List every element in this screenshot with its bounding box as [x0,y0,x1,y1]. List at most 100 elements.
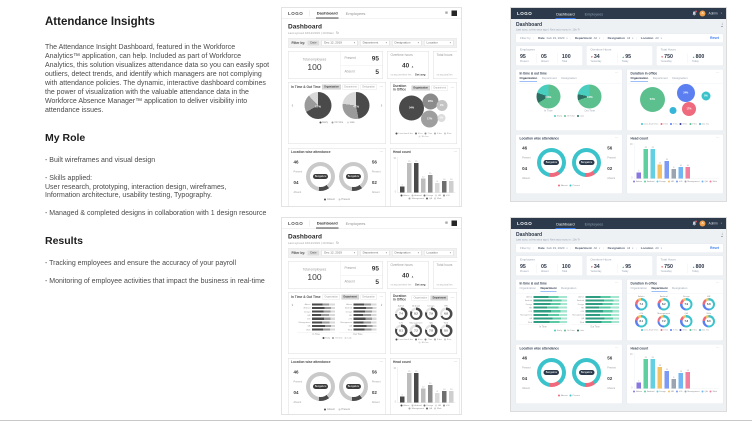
legend-item: Early [322,336,330,339]
bell-icon [692,220,698,226]
gauge-ring: 8.2 [409,307,423,320]
gauge-value: 7.2 [411,326,420,335]
gauge: Web 8.0 [439,322,453,337]
more-options-icon: ⋯ [379,150,384,154]
tab-designation: Designation [360,294,377,300]
last-sync-text: Last sync: a few secs ago | Next auto sy… [516,28,580,32]
legend-dot [338,198,341,201]
bar-value: 5 [638,169,640,172]
legend-item: Early [554,329,562,331]
hbar-row: Android [571,299,619,302]
bubble: 9% [436,100,448,112]
hbar-row: Admin [297,303,335,306]
bubble [669,106,677,114]
overtime-hours-card: Overtime Hours ▼34 Yesterday ▲95 Today [586,46,653,66]
hbar-segment [533,310,551,313]
hbar-label: iOS [528,309,532,313]
hbar-segment [324,324,331,327]
bar-value: 15 [665,367,668,371]
download-icon: ↓ [721,231,723,237]
bar [435,182,440,193]
hbar-row: Admin [571,295,619,298]
location-attendance-card: Location wise attendance ⋯ 46 Present 04 Ab… [516,134,622,194]
legend-item: Android [411,404,422,407]
hbar-segment [353,317,366,320]
trend-up-icon: ▲ [621,266,625,269]
bar [678,166,684,179]
date-select: Date Feb 19, 2020 ▾ [533,36,568,40]
download-icon: ↓ [721,21,723,27]
yesterday-cell: ▼750 Yesterday [660,53,673,64]
refresh-icon: ↻ [335,31,339,36]
gauge-ring: 8.0 [439,324,453,337]
legend-item: QA [425,407,432,410]
bar [664,160,670,179]
hbar-segment [533,295,549,298]
filter-bar: Filter by: Date Dec 12, 2019 ▾ Department… [288,248,457,258]
gauge-value: 8.2 [659,300,668,309]
charts-row-1: In time & out time ⋯ Organization Departm… [516,69,723,131]
bar-column: 12 [421,157,426,193]
bar-value: 25 [408,370,411,373]
legend-dot [701,180,704,183]
wire-header: Dashboard Last synced 16/12/2019 | 10:00… [282,19,461,37]
chevron-down-icon: ▾ [353,41,356,45]
legend-item: iOS [675,180,682,183]
department-select: Department ▾ [360,40,390,46]
legend-dot [443,404,446,407]
hbar-segment [585,295,601,298]
more-options-icon: ⋯ [716,136,720,141]
bar-column: 8 [435,157,440,193]
hbar-label: QA [307,324,311,328]
styled-dashboard-v2-thumbnail[interactable]: LOGO Dashboard Employees A Admin ▾ Dashb… [510,217,727,412]
more-options-icon: ⋯ [379,85,384,89]
hbar-segment [311,303,323,306]
bar [671,168,677,179]
legend-item: 7 hrs [424,338,432,341]
more-options-icon: ⋯ [716,71,720,76]
wireframe-dashboard-v1-thumbnail[interactable]: LOGO Dashboard Employees ≡ Dashboard Las… [281,7,462,207]
hbar-label: iOS [348,317,352,320]
hbar-row: iOS [571,310,619,312]
wireframe-dashboard-v2-thumbnail[interactable]: LOGO Dashboard Employees ≡ Dashboard Las… [281,217,462,415]
gauge: QA 7.8 [424,322,438,337]
legend-dot [558,184,561,187]
legend-item: Late [344,336,352,339]
logo: LOGO [288,220,304,226]
legend-dot [423,194,426,197]
duration-in-office-card: Duration in Office Organization Departme… [390,292,457,354]
legend-dot [434,338,437,341]
out-time-pie: 47% [342,92,370,119]
head-count-legend: Admin Android Design HR iOS Management QA Web [391,193,460,201]
hbar-segment [610,295,619,298]
intro-paragraph: The Attendance Insight Dashboard, featur… [45,44,270,114]
bar-column: 10 [449,367,454,403]
bar-column: 8 [671,353,677,389]
hbar-segment [322,321,330,324]
hbar-segment [372,324,377,327]
total-hours-value: 800 [437,62,458,70]
tab-designation: Designation [360,84,377,90]
bar-value: 25 [644,146,647,149]
gauge: iOS 8.1 [394,322,408,337]
filter-label: Filter by [520,36,531,40]
bar-value: 8 [673,165,675,169]
carousel-right-icon: › [380,302,383,308]
hbar-row: Web [519,321,567,323]
gauge-ring: 7.8 [680,315,693,328]
legend-item: 10+ hrs [418,341,429,344]
tab-designation: Designation [672,287,688,290]
location-select: Location All ▾ [636,246,662,250]
head-count-bars: 5 25 25 12 15 8 10 10 [634,143,719,179]
legend-dot [701,390,704,393]
gauge-label: Design [427,304,435,308]
legend-dot [408,407,411,410]
hbar-label: Android [525,299,532,302]
trend-up-icon: ▲ [411,65,415,69]
hbar-label: Management [572,313,584,317]
styled-dashboard-v1-thumbnail[interactable]: LOGO Dashboard Employees A Admin ▾ Dashb… [510,7,727,202]
head-count-card: Head count ⋯ 30 0 5 25 25 12 15 8 10 10 Admin And… [390,148,461,206]
bubble: 8% [701,91,711,101]
hbar-row: QA [339,324,377,327]
hbar-segment [585,302,603,306]
